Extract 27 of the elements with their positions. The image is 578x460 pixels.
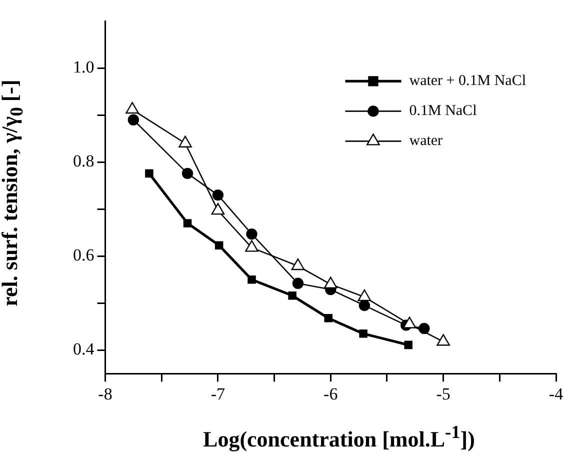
point [288, 291, 296, 300]
point [128, 114, 140, 126]
point [212, 189, 224, 201]
point [248, 275, 256, 284]
y-tick-label: 0.6 [73, 246, 94, 265]
point [183, 219, 192, 228]
x-tick-label: -4 [548, 384, 564, 404]
legend-label: water [409, 133, 443, 150]
x-tick-label: -5 [436, 384, 450, 404]
point [246, 228, 258, 240]
legend-label: 0.1M NaCl [409, 103, 477, 120]
y-tick-label: 1.0 [73, 58, 94, 77]
x-tick-label: -8 [98, 384, 112, 404]
x-tick-label: -7 [210, 384, 226, 404]
legend-label: water + 0.1M NaCl [409, 73, 526, 90]
point [214, 241, 224, 250]
point [145, 169, 154, 178]
x-tick-label: -6 [324, 384, 338, 404]
point [359, 330, 368, 338]
y-tick-label: 0.4 [73, 340, 95, 359]
x-axis-title: Log(concentration [mol.L$^{-1}$]) [202, 422, 476, 452]
point [292, 278, 304, 289]
point [324, 314, 333, 322]
point [182, 168, 194, 180]
point [358, 300, 370, 312]
y-tick-label: 0.8 [73, 152, 94, 171]
point [404, 340, 413, 350]
